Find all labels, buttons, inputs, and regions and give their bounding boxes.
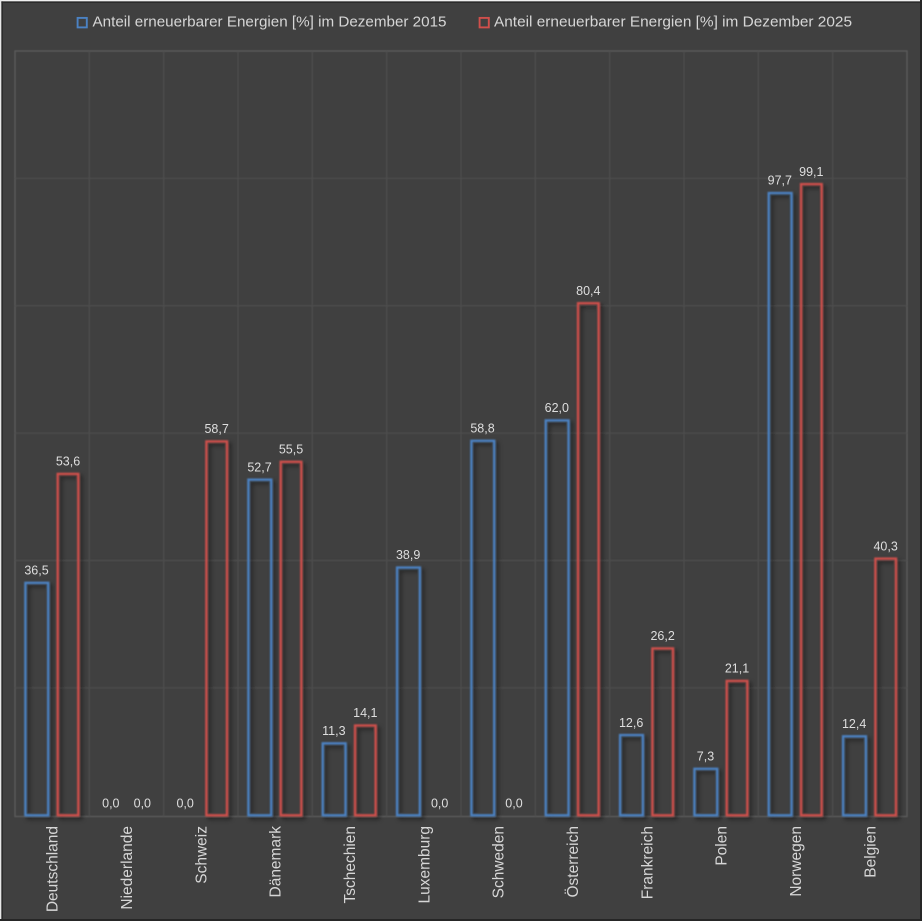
svg-text:Dänemark: Dänemark [268,826,285,898]
svg-text:11,3: 11,3 [322,724,345,738]
svg-text:Belgien: Belgien [862,826,879,878]
svg-text:12,4: 12,4 [842,717,866,731]
svg-text:7,3: 7,3 [697,750,714,764]
svg-text:99,1: 99,1 [799,165,823,179]
svg-text:80,4: 80,4 [576,284,600,298]
svg-text:0,0: 0,0 [505,796,522,810]
svg-text:0,0: 0,0 [134,796,151,810]
svg-text:Niederlande: Niederlande [119,826,136,910]
svg-text:Schweiz: Schweiz [193,826,210,884]
svg-text:0,0: 0,0 [176,796,193,810]
svg-text:40,3: 40,3 [873,539,897,553]
svg-text:Norwegen: Norwegen [788,826,805,897]
svg-text:62,0: 62,0 [545,401,569,415]
svg-text:Österreich: Österreich [564,826,582,898]
svg-text:55,5: 55,5 [279,443,303,457]
svg-text:36,5: 36,5 [24,564,48,578]
svg-text:Anteil erneuerbarer Energien [: Anteil erneuerbarer Energien [%] im Deze… [494,14,852,31]
svg-text:53,6: 53,6 [56,455,80,469]
svg-text:58,7: 58,7 [204,422,228,436]
svg-text:38,9: 38,9 [396,548,420,562]
svg-text:Schweden: Schweden [491,826,508,898]
svg-text:0,0: 0,0 [102,796,119,810]
svg-text:Anteil erneuerbarer Energien [: Anteil erneuerbarer Energien [%] im Deze… [93,14,447,31]
svg-text:Polen: Polen [714,826,731,866]
svg-text:12,6: 12,6 [619,716,643,730]
svg-text:14,1: 14,1 [353,706,377,720]
svg-text:52,7: 52,7 [247,460,271,474]
svg-text:Tschechien: Tschechien [342,826,359,904]
svg-text:Frankreich: Frankreich [639,826,656,899]
svg-text:97,7: 97,7 [768,174,792,188]
svg-text:26,2: 26,2 [650,629,674,643]
svg-text:Deutschland: Deutschland [45,826,62,912]
svg-text:21,1: 21,1 [725,662,749,676]
svg-text:0,0: 0,0 [431,796,448,810]
svg-text:Luxemburg: Luxemburg [416,826,433,904]
svg-text:58,8: 58,8 [470,421,494,435]
